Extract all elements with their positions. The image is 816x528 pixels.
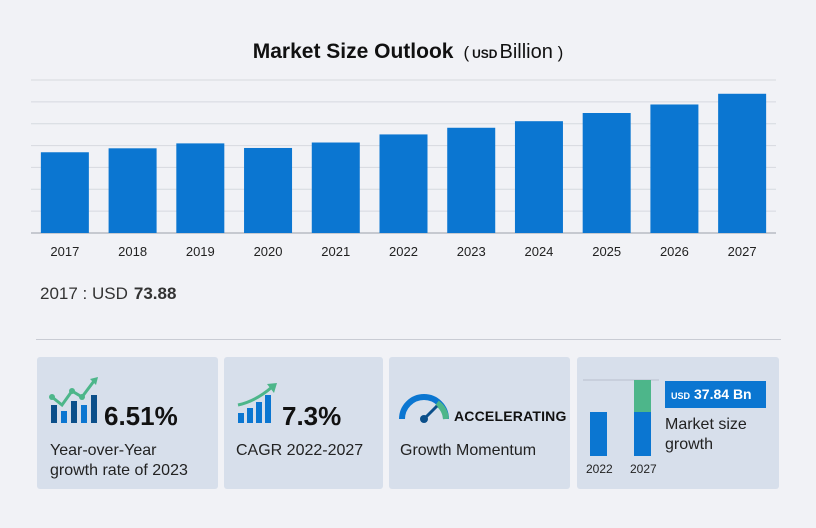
growth-value-badge: USD 37.84 Bn xyxy=(665,381,766,408)
market-growth-card: 2022 2027 USD 37.84 Bn Market size growth xyxy=(577,357,779,489)
x-tick-label-2024: 2024 xyxy=(524,244,553,259)
market-growth-mini-chart xyxy=(583,379,659,456)
base-year-number: 73.88 xyxy=(133,284,177,303)
close-paren: ) xyxy=(557,43,564,62)
momentum-caption: Growth Momentum xyxy=(400,442,537,459)
base-year-value: 2017 : USD 73.88 xyxy=(40,284,176,304)
momentum-headline: ACCELERATING xyxy=(454,408,567,424)
chart-title: Market Size Outlook (USD Billion ) xyxy=(0,40,816,64)
badge-value: 37.84 Bn xyxy=(694,386,752,402)
mini-label-2022: 2022 xyxy=(586,462,613,476)
momentum-card: ACCELERATING Growth Momentum xyxy=(389,357,570,489)
bar-2023 xyxy=(447,127,496,233)
bar-2024 xyxy=(514,121,563,233)
bar-chart: 2017 2018 2019 2020 2021 2022 2023 2024 2025 2026… xyxy=(31,79,776,259)
yoy-growth-value: 6.51% xyxy=(104,401,178,431)
x-tick-label-2019: 2019 xyxy=(186,244,215,259)
x-tick-label-2017: 2017 xyxy=(50,244,79,259)
mini-bar-2027-base xyxy=(634,412,651,456)
bar-2017 xyxy=(40,152,89,233)
section-divider xyxy=(36,339,781,340)
x-tick-label-2023: 2023 xyxy=(457,244,486,259)
x-tick-label-2018: 2018 xyxy=(118,244,147,259)
cagr-card: 7.3% CAGR 2022-2027 xyxy=(224,357,383,489)
chart-title-unit: (USD Billion ) xyxy=(463,41,564,63)
mini-bar-2022 xyxy=(590,412,607,456)
bar-2018 xyxy=(108,148,157,233)
bar-2025 xyxy=(582,113,631,233)
x-tick-label-2020: 2020 xyxy=(254,244,283,259)
market-growth-caption: Market size growth xyxy=(665,415,747,455)
bar-2020 xyxy=(244,147,293,233)
chart-x-tick-labels: 2017 2018 2019 2020 2021 2022 2023 2024 2025 2026… xyxy=(50,244,756,259)
yoy-growth-caption: Year-over-Year growth rate of 2023 xyxy=(50,441,188,481)
cagr-value: 7.3% xyxy=(282,401,342,431)
badge-currency: USD xyxy=(671,391,691,401)
yoy-growth-caption-line2: growth rate of 2023 xyxy=(50,462,188,479)
mini-bar-2027-growth xyxy=(634,380,651,412)
x-tick-label-2026: 2026 xyxy=(660,244,689,259)
x-tick-label-2027: 2027 xyxy=(728,244,757,259)
chart-title-main: Market Size Outlook xyxy=(252,40,454,63)
x-tick-label-2025: 2025 xyxy=(592,244,621,259)
cagr-caption: CAGR 2022-2027 xyxy=(236,442,364,459)
base-year-label: 2017 : USD xyxy=(40,284,128,303)
market-growth-caption-line1: Market size xyxy=(665,416,747,433)
bar-2026 xyxy=(650,104,699,233)
growth-chart-icon xyxy=(49,377,98,423)
x-tick-label-2022: 2022 xyxy=(389,244,418,259)
x-tick-label-2021: 2021 xyxy=(321,244,350,259)
bar-2019 xyxy=(176,143,225,233)
yoy-growth-caption-line1: Year-over-Year xyxy=(50,442,157,459)
market-growth-caption-line2: growth xyxy=(665,436,714,453)
bar-2022 xyxy=(379,134,428,233)
unit-currency: USD xyxy=(472,47,498,61)
speedometer-icon xyxy=(399,394,449,423)
rising-bars-icon xyxy=(237,383,277,423)
unit-scale: Billion xyxy=(499,41,553,63)
bar-2027 xyxy=(718,93,767,234)
yoy-growth-card: 6.51% Year-over-Year growth rate of 2023 xyxy=(37,357,218,489)
open-paren: ( xyxy=(463,43,470,62)
bar-2021 xyxy=(311,142,360,233)
chart-bars xyxy=(40,93,767,234)
mini-label-2027: 2027 xyxy=(630,462,657,476)
